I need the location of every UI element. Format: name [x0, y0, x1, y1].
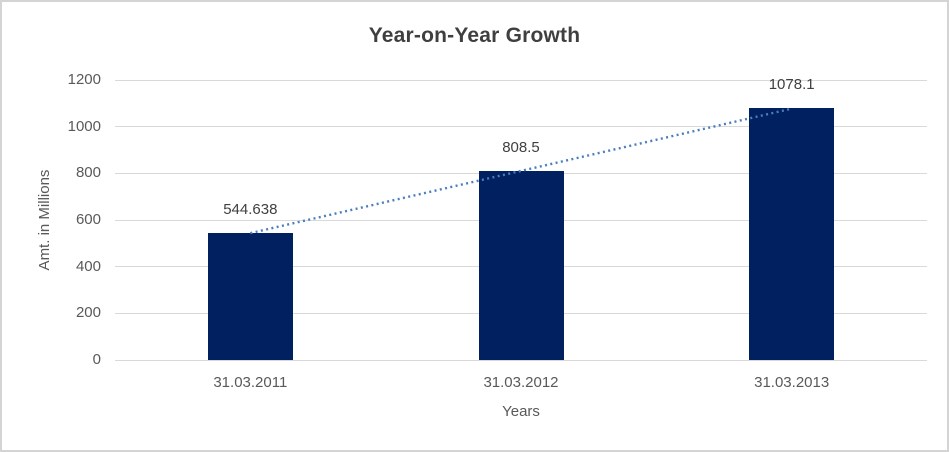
y-tick-label: 200: [75, 304, 101, 322]
y-tick-label: 0: [92, 351, 101, 368]
x-tick-label: 31.03.2011: [213, 374, 288, 391]
x-tick-label: 31.03.2013: [754, 374, 830, 391]
bar: [478, 171, 564, 360]
bar-data-label: 808.5: [502, 139, 540, 157]
y-tick-label: 1200: [67, 71, 101, 88]
x-axis-title: Years: [502, 403, 540, 420]
bar: [749, 108, 835, 360]
bar-data-label: 1078.1: [768, 76, 815, 94]
bar: [207, 232, 293, 360]
gridline: [115, 79, 927, 81]
gridline: [115, 359, 927, 361]
y-tick-label: 400: [75, 257, 101, 275]
y-tick-label: 1000: [67, 117, 101, 135]
x-tick-label: 31.03.2012: [483, 374, 559, 391]
chart-title: Year-on-Year Growth: [368, 24, 581, 47]
y-tick-label: 800: [75, 164, 101, 182]
bar-data-label: 544.638: [223, 200, 278, 218]
y-tick-label: 600: [75, 211, 101, 228]
